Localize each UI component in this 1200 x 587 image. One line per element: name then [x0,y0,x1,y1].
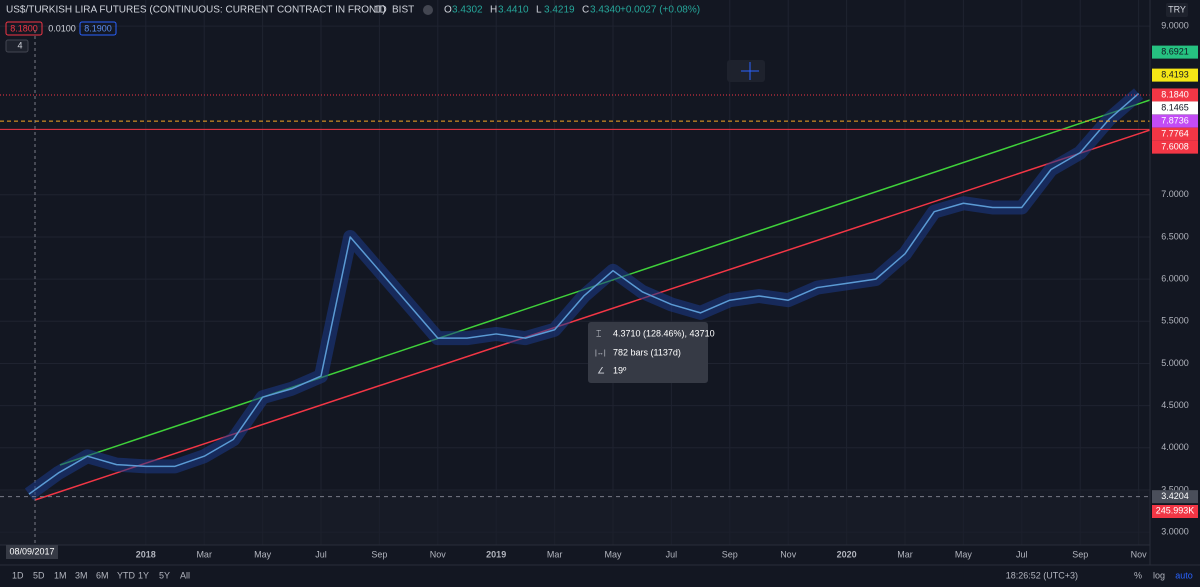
price-badge [1152,68,1198,82]
measure-angle: 19º [613,365,627,375]
range-button[interactable]: 1M [54,570,67,580]
x-tick-label: 2018 [136,549,156,559]
measure-bars: 782 bars (1137d) [613,347,681,357]
price-badge-label: 8.6921 [1161,46,1189,56]
y-tick-label: 6.0000 [1161,274,1189,284]
buy-button[interactable] [79,21,117,36]
x-tick-label: 2020 [837,549,857,559]
ohlc-key: H [490,5,497,16]
price-badge-label: 7.7764 [1161,129,1189,139]
ohlc-key: L [536,5,542,16]
price-badge [1152,490,1198,504]
y-tick-label: 4.5000 [1161,400,1189,410]
crosshair-date-badge [6,545,58,559]
price-badge-label: 7.6008 [1161,142,1189,152]
ohlc-value: 3.4302 [452,5,483,16]
price-badge [1152,45,1198,59]
range-button[interactable]: 3M [75,570,88,580]
x-tick-label: Jul [315,549,327,559]
volume-pane [0,490,1150,545]
y-tick-label: 3.0000 [1161,526,1189,536]
range-button[interactable]: 6M [96,570,109,580]
icon: ⌶ [596,328,601,338]
currency-button[interactable] [1166,3,1188,17]
price-badge-label: 3.4204 [1161,491,1189,501]
volume-value: 245.993K [1156,505,1195,515]
x-tick-label: May [254,549,272,559]
x-tick-label: Mar [547,549,563,559]
sell-button[interactable] [5,21,43,36]
hide-button[interactable] [423,5,433,15]
price-badge [1152,114,1198,128]
interval: 1D [374,5,387,16]
auto-button[interactable]: auto [1175,570,1193,580]
ohlc-value: 3.4410 [498,5,529,16]
y-tick-label: 5.0000 [1161,358,1189,368]
y-tick-label: 9.0000 [1161,21,1189,31]
spread: 0.0100 [48,23,76,33]
price-badge-label: 8.1465 [1161,102,1189,112]
range-button[interactable]: All [180,570,190,580]
crosshair-date: 08/09/2017 [9,546,54,556]
y-tick-label: 5.5000 [1161,316,1189,326]
currency: TRY [1168,4,1186,14]
x-tick-label: Nov [430,549,447,559]
ohlc-value: 3.4219 [544,5,575,16]
price-badge-label: 7.8736 [1161,116,1189,126]
range-button[interactable]: YTD [117,570,136,580]
x-tick-label: Sep [722,549,738,559]
range-button[interactable]: 5D [33,570,45,580]
clock: 18:26:52 (UTC+3) [1006,570,1078,580]
ohlc-key: O [444,5,452,16]
x-tick-label: Jul [666,549,678,559]
range-button[interactable]: 1D [12,570,24,580]
range-button[interactable]: 1Y [138,570,149,580]
price-badge [1152,88,1198,102]
price-badge [1152,140,1198,154]
volume-badge [1152,505,1198,518]
percent-button[interactable]: % [1134,570,1142,580]
sell-price: 8.1800 [10,23,38,33]
price-badge [1152,127,1198,141]
measure-range: 4.3710 (128.46%), 43710 [613,328,715,338]
icon: |↔| [595,350,606,357]
trend-line [34,129,1151,501]
x-tick-label: Sep [371,549,387,559]
price-line [28,93,1140,495]
x-tick-label: Nov [780,549,797,559]
ohlc-key: C [582,5,589,16]
x-tick-label: Mar [897,549,913,559]
y-tick-label: 7.0000 [1161,189,1189,199]
symbol-title: US$/TURKISH LIRA FUTURES (CONTINUOUS: CU… [6,5,386,16]
buy-price: 8.1900 [84,23,112,33]
y-tick-label: 4.0000 [1161,442,1189,452]
x-tick-label: May [604,549,622,559]
x-tick-label: Nov [1131,549,1148,559]
x-tick-label: Sep [1072,549,1088,559]
y-tick-label: 3.5000 [1161,484,1189,494]
x-tick-label: 2019 [486,549,506,559]
y-tick-label: 6.5000 [1161,231,1189,241]
x-tick-label: Mar [196,549,212,559]
icon: ∠ [597,365,605,375]
log-button[interactable]: log [1153,570,1165,580]
price-badge-label: 8.1840 [1161,89,1189,99]
indicator-toggle[interactable] [5,39,29,53]
ohlc-value: 3.4340 [590,5,621,16]
price-badge-label: 8.4193 [1161,69,1189,79]
measure-tooltip [588,322,708,383]
x-tick-label: Jul [1016,549,1028,559]
exchange: BIST [392,5,414,16]
price-badge [1152,101,1198,115]
x-tick-label: May [955,549,973,559]
indicator-count: 4 [17,40,22,50]
change: +0.0027 (+0.08%) [620,5,700,16]
range-button[interactable]: 5Y [159,570,170,580]
